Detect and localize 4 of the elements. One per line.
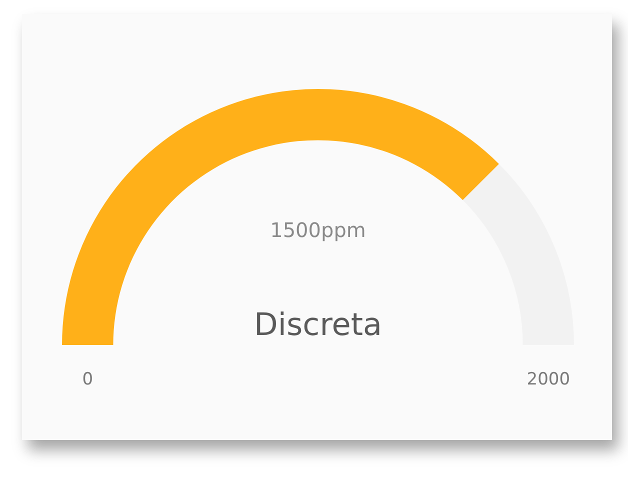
text: 0 — [82, 369, 94, 390]
text: Discreta — [254, 307, 382, 344]
data-label: 1500ppm — [270, 218, 366, 242]
text: 2000 — [526, 369, 570, 390]
